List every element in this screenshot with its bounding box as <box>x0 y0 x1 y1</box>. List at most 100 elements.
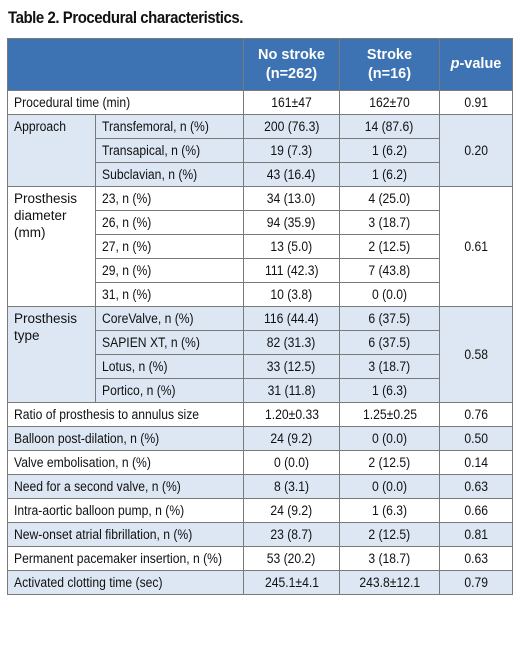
stroke-value: 3 (18.7) <box>339 546 440 571</box>
group-label-prosthesis-diameter: Prosthesis diameter (mm) <box>7 186 96 307</box>
no-stroke-value: 24 (9.2) <box>243 426 340 451</box>
p-value: 0.66 <box>439 498 513 523</box>
table-row: 29, n (%) 111 (42.3) 7 (43.8) <box>8 258 513 283</box>
p-value: 0.91 <box>439 90 513 115</box>
row-label: 29, n (%) <box>95 258 244 283</box>
row-label: SAPIEN XT, n (%) <box>95 330 244 355</box>
stroke-value: 6 (37.5) <box>339 330 440 355</box>
p-value: 0.20 <box>439 114 513 187</box>
stroke-value: 14 (87.6) <box>339 114 440 139</box>
row-label: Ratio of prosthesis to annulus size <box>7 402 244 427</box>
row-label: Intra-aortic balloon pump, n (%) <box>7 498 244 523</box>
header-p-value: p-value <box>439 38 513 91</box>
header-no-stroke: No stroke (n=262) <box>243 38 340 91</box>
table-header-row: No stroke (n=262) Stroke (n=16) p-value <box>7 38 513 91</box>
table-row: New-onset atrial fibrillation, n (%) 23 … <box>7 522 513 547</box>
table-row: Permanent pacemaker insertion, n (%) 53 … <box>7 546 513 571</box>
no-stroke-value: 53 (20.2) <box>243 546 340 571</box>
row-label: Transfemoral, n (%) <box>95 114 244 139</box>
p-value: 0.50 <box>439 426 513 451</box>
table-row: Portico, n (%) 31 (11.8) 1 (6.3) <box>8 378 513 403</box>
table-row: Subclavian, n (%) 43 (16.4) 1 (6.2) <box>8 162 513 187</box>
no-stroke-value: 13 (5.0) <box>243 234 340 259</box>
group-label-approach: Approach <box>7 114 96 187</box>
no-stroke-value: 200 (76.3) <box>243 114 340 139</box>
row-label: Activated clotting time (sec) <box>7 570 244 595</box>
stroke-value: 0 (0.0) <box>339 426 440 451</box>
stroke-value: 1 (6.2) <box>339 138 440 163</box>
p-value: 0.76 <box>439 402 513 427</box>
table-row: Intra-aortic balloon pump, n (%) 24 (9.2… <box>7 498 513 523</box>
stroke-value: 1 (6.3) <box>339 378 440 403</box>
row-label: Permanent pacemaker insertion, n (%) <box>7 546 244 571</box>
table-row: 26, n (%) 94 (35.9) 3 (18.7) <box>8 210 513 235</box>
no-stroke-value: 43 (16.4) <box>243 162 340 187</box>
stroke-value: 162±70 <box>339 90 440 115</box>
no-stroke-value: 161±47 <box>243 90 340 115</box>
row-label: New-onset atrial fibrillation, n (%) <box>7 522 244 547</box>
no-stroke-value: 8 (3.1) <box>243 474 340 499</box>
no-stroke-value: 31 (11.8) <box>243 378 340 403</box>
procedural-characteristics-table: No stroke (n=262) Stroke (n=16) p-value Pr… <box>7 38 513 595</box>
table-row: Balloon post-dilation, n (%) 24 (9.2) 0 … <box>7 426 513 451</box>
table-row: Ratio of prosthesis to annulus size 1.20… <box>7 402 513 427</box>
no-stroke-value: 19 (7.3) <box>243 138 340 163</box>
table-row: SAPIEN XT, n (%) 82 (31.3) 6 (37.5) <box>8 330 513 355</box>
no-stroke-value: 10 (3.8) <box>243 282 340 307</box>
stroke-value: 1.25±0.25 <box>339 402 440 427</box>
no-stroke-value: 33 (12.5) <box>243 354 340 379</box>
p-value: 0.81 <box>439 522 513 547</box>
table-row: Lotus, n (%) 33 (12.5) 3 (18.7) <box>8 354 513 379</box>
table-title: Table 2. Procedural characteristics. <box>8 8 244 27</box>
stroke-value: 6 (37.5) <box>339 306 440 331</box>
row-label: 27, n (%) <box>95 234 244 259</box>
group-label-prosthesis-type: Prosthesis type <box>7 306 96 403</box>
row-label: 31, n (%) <box>95 282 244 307</box>
row-label: Lotus, n (%) <box>95 354 244 379</box>
table-row: 27, n (%) 13 (5.0) 2 (12.5) <box>8 234 513 259</box>
table-row: Valve embolisation, n (%) 0 (0.0) 2 (12.… <box>7 450 513 475</box>
no-stroke-value: 82 (31.3) <box>243 330 340 355</box>
row-label: CoreValve, n (%) <box>95 306 244 331</box>
p-value: 0.61 <box>439 186 513 307</box>
row-label: Balloon post-dilation, n (%) <box>7 426 244 451</box>
table-row: Prosthesis diameter (mm) 23, n (%) 34 (1… <box>7 186 513 307</box>
stroke-value: 0 (0.0) <box>339 282 440 307</box>
stroke-value: 2 (12.5) <box>339 234 440 259</box>
header-stroke: Stroke (n=16) <box>339 38 440 91</box>
row-label: Valve embolisation, n (%) <box>7 450 244 475</box>
no-stroke-value: 24 (9.2) <box>243 498 340 523</box>
row-label: Subclavian, n (%) <box>95 162 244 187</box>
row-label: Procedural time (min) <box>7 90 244 115</box>
stroke-value: 1 (6.2) <box>339 162 440 187</box>
p-value: 0.63 <box>439 474 513 499</box>
p-value: 0.79 <box>439 570 513 595</box>
row-label: Transapical, n (%) <box>95 138 244 163</box>
no-stroke-value: 34 (13.0) <box>243 186 340 211</box>
table-row: Activated clotting time (sec) 245.1±4.1 … <box>7 570 513 595</box>
no-stroke-value: 111 (42.3) <box>243 258 340 283</box>
table-row: Need for a second valve, n (%) 8 (3.1) 0… <box>7 474 513 499</box>
table-row: Transapical, n (%) 19 (7.3) 1 (6.2) <box>8 138 513 163</box>
stroke-value: 243.8±12.1 <box>339 570 440 595</box>
p-value: 0.14 <box>439 450 513 475</box>
stroke-value: 2 (12.5) <box>339 522 440 547</box>
p-value: 0.63 <box>439 546 513 571</box>
no-stroke-value: 245.1±4.1 <box>243 570 340 595</box>
table-row: Prosthesis type CoreValve, n (%) 116 (44… <box>7 306 513 403</box>
no-stroke-value: 1.20±0.33 <box>243 402 340 427</box>
no-stroke-value: 23 (8.7) <box>243 522 340 547</box>
stroke-value: 7 (43.8) <box>339 258 440 283</box>
stroke-value: 2 (12.5) <box>339 450 440 475</box>
table-row: Procedural time (min) 161±47 162±70 0.91 <box>7 90 513 115</box>
row-label: 26, n (%) <box>95 210 244 235</box>
table-row: Approach Transfemoral, n (%) 200 (76.3) … <box>7 114 513 187</box>
stroke-value: 4 (25.0) <box>339 186 440 211</box>
row-label: Need for a second valve, n (%) <box>7 474 244 499</box>
no-stroke-value: 94 (35.9) <box>243 210 340 235</box>
row-label: 23, n (%) <box>95 186 244 211</box>
no-stroke-value: 0 (0.0) <box>243 450 340 475</box>
stroke-value: 0 (0.0) <box>339 474 440 499</box>
p-value: 0.58 <box>439 306 513 403</box>
stroke-value: 3 (18.7) <box>339 354 440 379</box>
